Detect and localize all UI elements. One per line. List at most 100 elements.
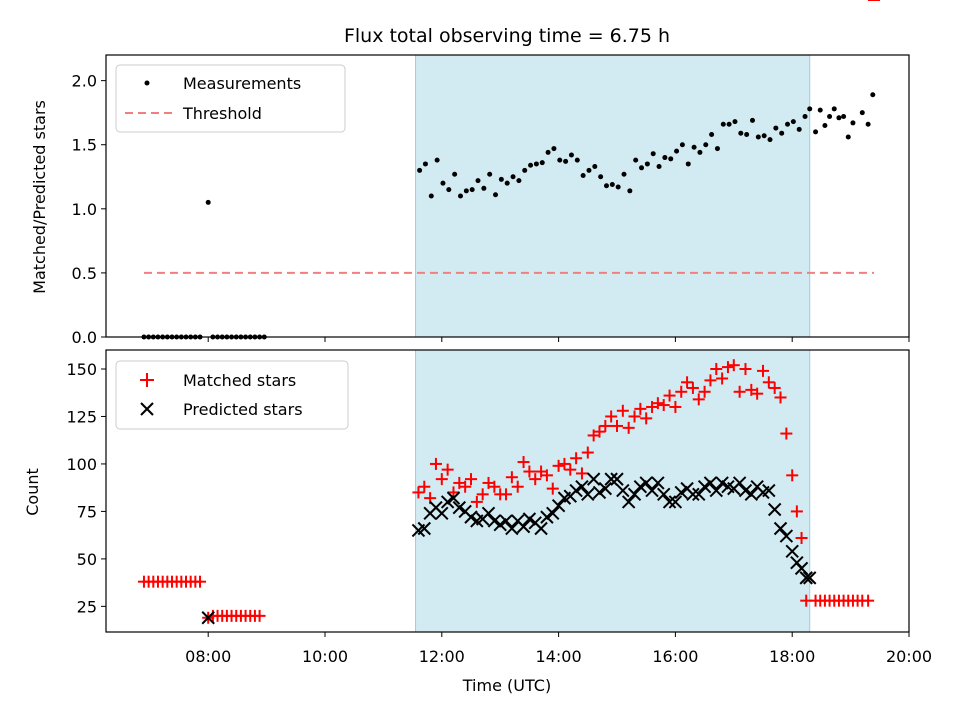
measurement-point: [668, 156, 674, 162]
matched-star-point: [651, 397, 664, 410]
matched-star-point: [605, 410, 618, 423]
measurement-point: [446, 187, 452, 193]
matched-star-point: [786, 469, 799, 482]
matched-star-point: [616, 404, 629, 417]
x-tick-label: 12:00: [419, 647, 465, 666]
y-tick-label: 25: [77, 597, 97, 616]
measurement-point: [685, 161, 691, 167]
measurement-point: [697, 149, 703, 155]
measurement-point: [481, 185, 487, 191]
matched-star-point: [663, 389, 676, 402]
predicted-star-point: [534, 521, 548, 536]
legend-threshold-label: Threshold: [182, 104, 262, 123]
matched-star-point: [721, 361, 734, 374]
legend-matched-marker: [140, 373, 154, 387]
measurement-point: [767, 137, 773, 143]
predicted-star-point: [662, 495, 677, 509]
measurement-point: [498, 176, 504, 182]
measurement-point: [779, 130, 785, 136]
measurement-point: [822, 123, 828, 128]
measurement-point: [656, 164, 662, 170]
measurement-point: [841, 114, 847, 120]
bottom-y-axis-label: Count: [23, 468, 42, 516]
measurement-point: [422, 161, 428, 167]
measurement-point: [639, 165, 645, 171]
predicted-star-point: [487, 514, 502, 528]
predicted-star-point: [540, 510, 554, 524]
matched-star-point: [470, 495, 483, 508]
measurement-point: [615, 184, 621, 190]
predicted-star-point: [668, 495, 683, 509]
top-y-axis: 0.0 0.5 1.0 1.5 2.0: [72, 72, 106, 347]
measurement-point: [859, 110, 865, 116]
bottom-x-axis: 08:00 10:00 12:00 14:00 16:00 18:00 20:00: [185, 632, 932, 666]
matched-star-point: [253, 609, 266, 622]
predicted-star-point: [639, 476, 653, 490]
measurement-point: [563, 158, 569, 164]
measurement-point: [475, 178, 481, 184]
predicted-star-point: [435, 506, 449, 521]
measurement-point: [732, 119, 738, 125]
predicted-star-point: [645, 483, 659, 498]
predicted-star-point: [633, 480, 648, 494]
matched-star-point: [564, 463, 577, 476]
measurements-series: [141, 92, 876, 340]
measurement-point: [493, 192, 499, 198]
matched-star-point: [575, 467, 588, 480]
measurement-point: [865, 121, 871, 127]
top-y-axis-label: Matched/Predicted stars: [30, 100, 49, 294]
matched-star-point: [698, 385, 711, 398]
measurement-point: [714, 146, 720, 152]
predicted-star-point: [505, 521, 519, 536]
predicted-star-point: [744, 487, 759, 502]
matched-star-point: [441, 463, 454, 476]
top-x-axis: [207, 337, 910, 342]
predicted-star-point: [417, 521, 431, 536]
measurement-point: [463, 188, 469, 194]
predicted-star-point: [715, 476, 729, 490]
measurement-point: [440, 180, 446, 186]
predicted-star-point: [581, 487, 595, 502]
matched-star-point: [465, 473, 477, 486]
y-tick-label: 1.0: [72, 200, 97, 219]
matched-star-point: [459, 480, 472, 493]
matched-star-point: [669, 400, 682, 413]
measurement-point: [691, 144, 697, 150]
y-tick-label: 2.0: [72, 72, 97, 91]
legend-matched-label: Matched stars: [183, 371, 296, 390]
matched-star-point: [476, 488, 489, 501]
measurement-point: [726, 121, 732, 127]
predicted-star-point: [803, 571, 817, 585]
measurement-point: [510, 174, 516, 180]
measurement-point: [598, 174, 604, 180]
measurement-point: [516, 178, 522, 184]
predicted-star-point: [738, 483, 753, 498]
measurement-point: [674, 148, 680, 154]
matched-star-point: [757, 364, 769, 377]
measurement-point: [568, 152, 574, 158]
predicted-star-point: [201, 611, 215, 625]
predicted-stars-series: [201, 472, 817, 625]
predicted-star-point: [773, 521, 788, 536]
matched-star-point: [412, 486, 425, 499]
matched-star-point: [529, 473, 542, 486]
legend-predicted-marker: [140, 402, 154, 416]
predicted-star-point: [598, 481, 613, 496]
matched-star-point: [733, 385, 746, 398]
matched-star-point: [622, 421, 635, 434]
matched-star-point: [790, 505, 803, 518]
predicted-star-point: [452, 500, 467, 515]
measurement-point: [785, 121, 791, 127]
predicted-star-point: [651, 476, 665, 490]
predicted-star-point: [522, 512, 537, 526]
measurement-point: [603, 183, 609, 189]
matched-star-point: [774, 391, 787, 404]
measurement-point: [817, 107, 823, 113]
measurement-point: [417, 167, 423, 173]
measurement-point: [574, 157, 580, 163]
measurement-point: [487, 171, 493, 177]
top-panel: 0.00.51.01.52.0 Matched/Predicted stars …: [30, 54, 910, 347]
predicted-star-point: [732, 476, 747, 490]
matched-star-point: [675, 385, 688, 398]
measurement-point: [845, 134, 851, 140]
